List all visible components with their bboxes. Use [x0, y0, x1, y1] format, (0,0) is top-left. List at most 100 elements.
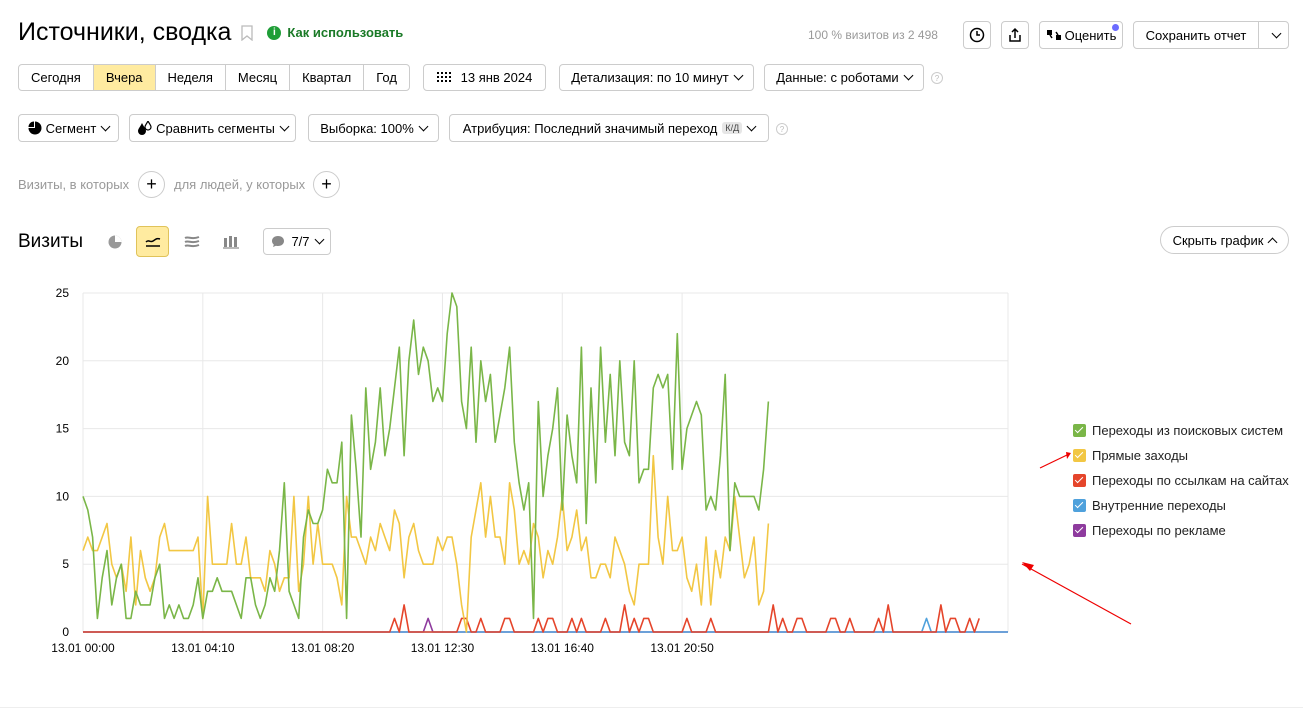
detail-label: Детализация: по 10 минут — [571, 70, 729, 85]
share-icon — [1009, 27, 1021, 42]
arrow-line — [1021, 563, 1132, 625]
annotation-arrows — [1021, 452, 1132, 625]
bookmark-icon[interactable] — [241, 24, 254, 41]
checkbox-icon — [1073, 499, 1086, 512]
rate-button[interactable]: Оценить — [1039, 21, 1123, 49]
checkbox-icon — [1073, 449, 1086, 462]
x-tick-label: 13.01 20:50 — [650, 641, 714, 655]
segment-label: Сегмент — [45, 120, 97, 136]
save-report-label: Сохранить отчет — [1145, 27, 1247, 43]
page-header: Источники, сводка i Как использовать — [18, 18, 403, 47]
data-dropdown[interactable]: Данные: с роботами — [764, 64, 924, 91]
sample-label: Выборка: 100% — [320, 120, 414, 136]
chart-section-title: Визиты — [18, 231, 83, 252]
add-visits-filter-button[interactable]: + — [138, 171, 165, 198]
period-month[interactable]: Месяц — [226, 65, 291, 90]
detail-dropdown[interactable]: Детализация: по 10 минут — [559, 64, 754, 91]
attribution-tag: К/Д — [722, 122, 743, 134]
period-selector: Сегодня Вчера Неделя Месяц Квартал Год — [18, 64, 410, 91]
x-tick-label: 13.01 16:40 — [531, 641, 595, 655]
notification-dot — [1112, 24, 1119, 31]
export-button[interactable] — [1001, 21, 1029, 49]
annotations-dropdown[interactable]: 7/7 — [263, 228, 331, 255]
help-icon[interactable]: ? — [931, 72, 943, 84]
y-tick-label: 15 — [56, 422, 70, 436]
date-picker-button[interactable]: 13 янв 2024 — [423, 64, 546, 91]
line-view-button[interactable] — [136, 226, 169, 257]
data-label: Данные: с роботами — [776, 70, 899, 85]
legend-item-links[interactable]: Переходы по ссылкам на сайтах — [1073, 468, 1289, 493]
area-view-button[interactable] — [175, 226, 208, 257]
info-icon: i — [267, 25, 282, 40]
checkbox-icon — [1073, 474, 1086, 487]
visits-filter-label: Визиты, в которых — [18, 177, 130, 192]
clock-icon — [969, 27, 985, 43]
checkbox-icon — [1073, 524, 1086, 537]
line-chart-icon — [144, 237, 160, 247]
legend-label: Прямые заходы — [1092, 448, 1189, 463]
legend-label: Переходы по ссылкам на сайтах — [1092, 473, 1289, 488]
help-icon[interactable]: ? — [776, 123, 788, 135]
pie-chart-icon — [108, 235, 121, 248]
x-tick-label: 13.01 12:30 — [411, 641, 475, 655]
how-to-use-link[interactable]: i Как использовать — [267, 25, 403, 40]
bar-view-button[interactable] — [214, 226, 247, 257]
hide-chart-label: Скрыть график — [1172, 232, 1264, 248]
legend-item-internal[interactable]: Внутренние переходы — [1073, 493, 1289, 518]
rate-label: Оценить — [1064, 27, 1117, 43]
period-today[interactable]: Сегодня — [19, 65, 94, 90]
arrow-head — [1066, 452, 1071, 459]
drops-icon — [138, 121, 152, 135]
legend-label: Переходы по рекламе — [1092, 523, 1226, 538]
series-line-2 — [83, 604, 980, 633]
period-quarter[interactable]: Квартал — [290, 65, 365, 90]
save-report-button[interactable]: Сохранить отчет — [1133, 21, 1259, 49]
save-options-button[interactable] — [1258, 21, 1289, 49]
area-chart-icon — [184, 235, 199, 247]
y-tick-label: 10 — [56, 489, 70, 503]
attribution-dropdown[interactable]: Атрибуция: Последний значимый переход К/… — [449, 114, 769, 142]
compare-segments-dropdown[interactable]: Сравнить сегменты — [129, 114, 296, 142]
hide-chart-button[interactable]: Скрыть график — [1160, 226, 1289, 254]
people-filter-label: для людей, у которых — [174, 177, 306, 192]
x-tick-label: 13.01 04:10 — [171, 641, 235, 655]
period-yesterday[interactable]: Вчера — [93, 65, 156, 90]
sample-dropdown[interactable]: Выборка: 100% — [308, 114, 439, 142]
x-tick-label: 13.01 00:00 — [51, 641, 115, 655]
annotations-label: 7/7 — [291, 234, 310, 249]
arrow-head — [1022, 562, 1034, 571]
period-week[interactable]: Неделя — [156, 65, 226, 90]
legend-item-ads[interactable]: Переходы по рекламе — [1073, 518, 1289, 543]
history-button[interactable] — [963, 21, 991, 49]
add-people-filter-button[interactable]: + — [313, 171, 340, 198]
legend-label: Переходы из поисковых систем — [1092, 423, 1284, 438]
compare-label: Сравнить сегменты — [156, 120, 275, 136]
x-tick-label: 13.01 08:20 — [291, 641, 355, 655]
chart-legend: Переходы из поисковых систем Прямые захо… — [1073, 418, 1289, 543]
y-tick-label: 0 — [62, 625, 69, 639]
thumbs-icon — [1046, 30, 1061, 40]
attribution-label: Атрибуция: Последний значимый переход — [462, 120, 718, 136]
page-title: Источники, сводка — [18, 18, 232, 46]
plus-icon: + — [146, 174, 157, 194]
legend-label: Внутренние переходы — [1092, 498, 1226, 513]
y-tick-label: 25 — [56, 286, 70, 300]
checkbox-icon — [1073, 424, 1086, 437]
series-line-0 — [82, 292, 770, 620]
bar-chart-icon — [222, 235, 239, 249]
calendar-icon — [436, 71, 451, 82]
legend-item-direct[interactable]: Прямые заходы — [1073, 443, 1289, 468]
arrow-line — [1039, 454, 1068, 469]
divider — [0, 707, 1303, 708]
y-tick-label: 5 — [62, 557, 69, 571]
y-tick-label: 20 — [56, 354, 70, 368]
visits-sample-info: 100 % визитов из 2 498 — [808, 28, 938, 42]
legend-item-search[interactable]: Переходы из поисковых систем — [1073, 418, 1289, 443]
plus-icon: + — [321, 174, 332, 194]
segment-dropdown[interactable]: Сегмент — [18, 114, 119, 142]
pie-view-button[interactable] — [98, 226, 131, 257]
period-year[interactable]: Год — [376, 70, 397, 85]
series-line-1 — [82, 454, 770, 633]
comment-icon — [272, 236, 285, 247]
